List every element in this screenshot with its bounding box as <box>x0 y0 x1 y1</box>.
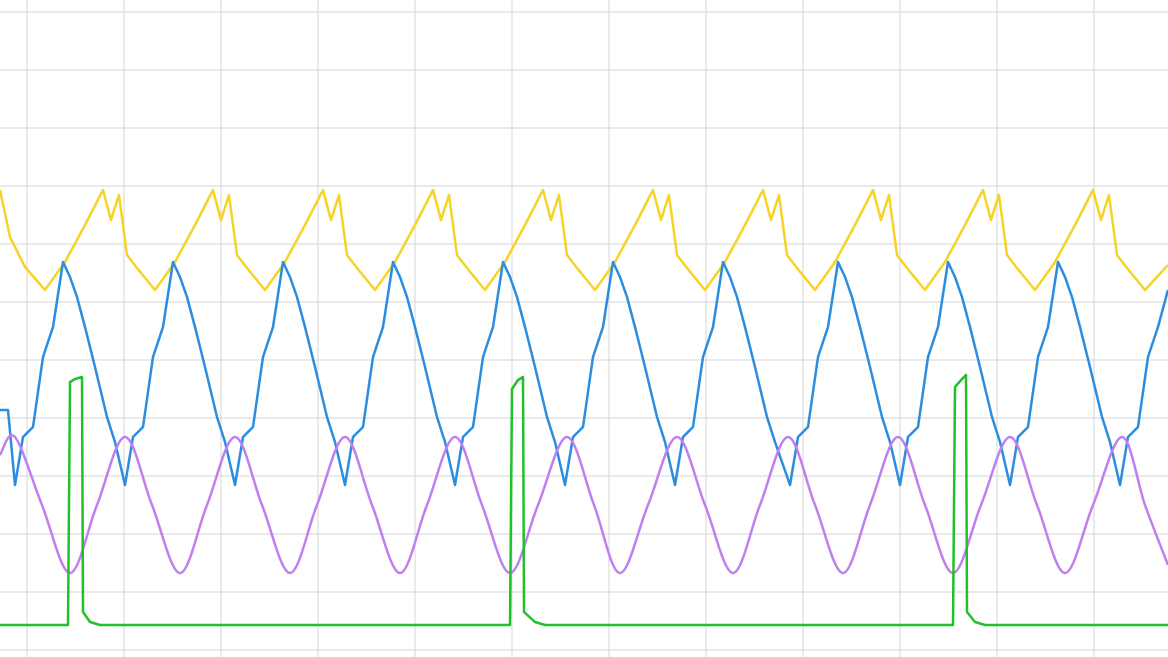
series-line <box>0 260 1168 487</box>
series-line <box>0 434 1168 575</box>
series-line <box>0 373 1168 627</box>
series-line <box>0 188 1168 292</box>
